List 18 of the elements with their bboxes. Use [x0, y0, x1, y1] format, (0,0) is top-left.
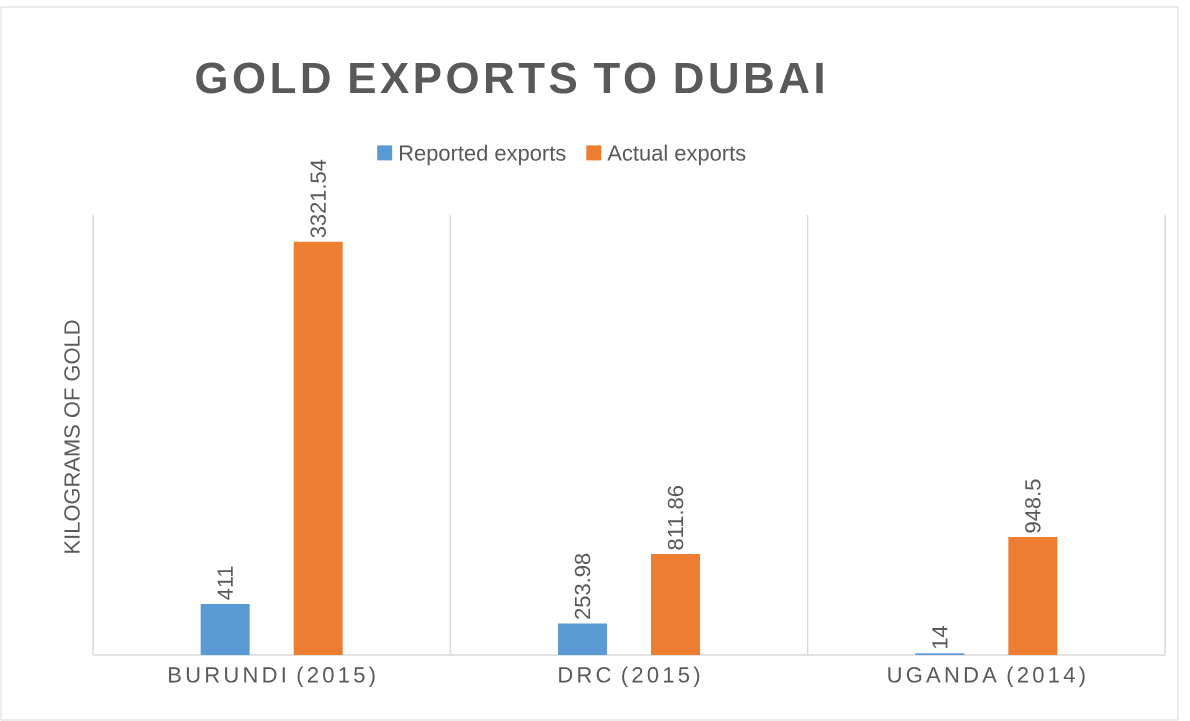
data-label: 14 — [932, 626, 948, 649]
data-label: 253.98 — [574, 553, 591, 619]
bar — [200, 603, 250, 655]
x-tick-label: UGANDA (2014) — [888, 666, 1085, 687]
legend-label: Reported exports — [399, 144, 566, 166]
bar — [558, 623, 608, 655]
bar — [1008, 537, 1058, 655]
x-tick-label: BURUNDI (2015) — [169, 666, 375, 687]
data-label: 3321.54 — [310, 159, 326, 238]
y-axis-title: KILOGRAMS OF GOLD — [64, 320, 80, 553]
legend-label: Actual exports — [607, 144, 746, 166]
bar — [293, 241, 343, 655]
x-tick-label: DRC (2015) — [559, 666, 700, 687]
data-label: 411 — [217, 566, 233, 600]
data-label: 811.86 — [667, 486, 684, 550]
data-label: 948.5 — [1025, 479, 1041, 533]
bar — [651, 554, 701, 655]
chart-title: GOLD EXPORTS TO DUBAI — [196, 62, 823, 94]
